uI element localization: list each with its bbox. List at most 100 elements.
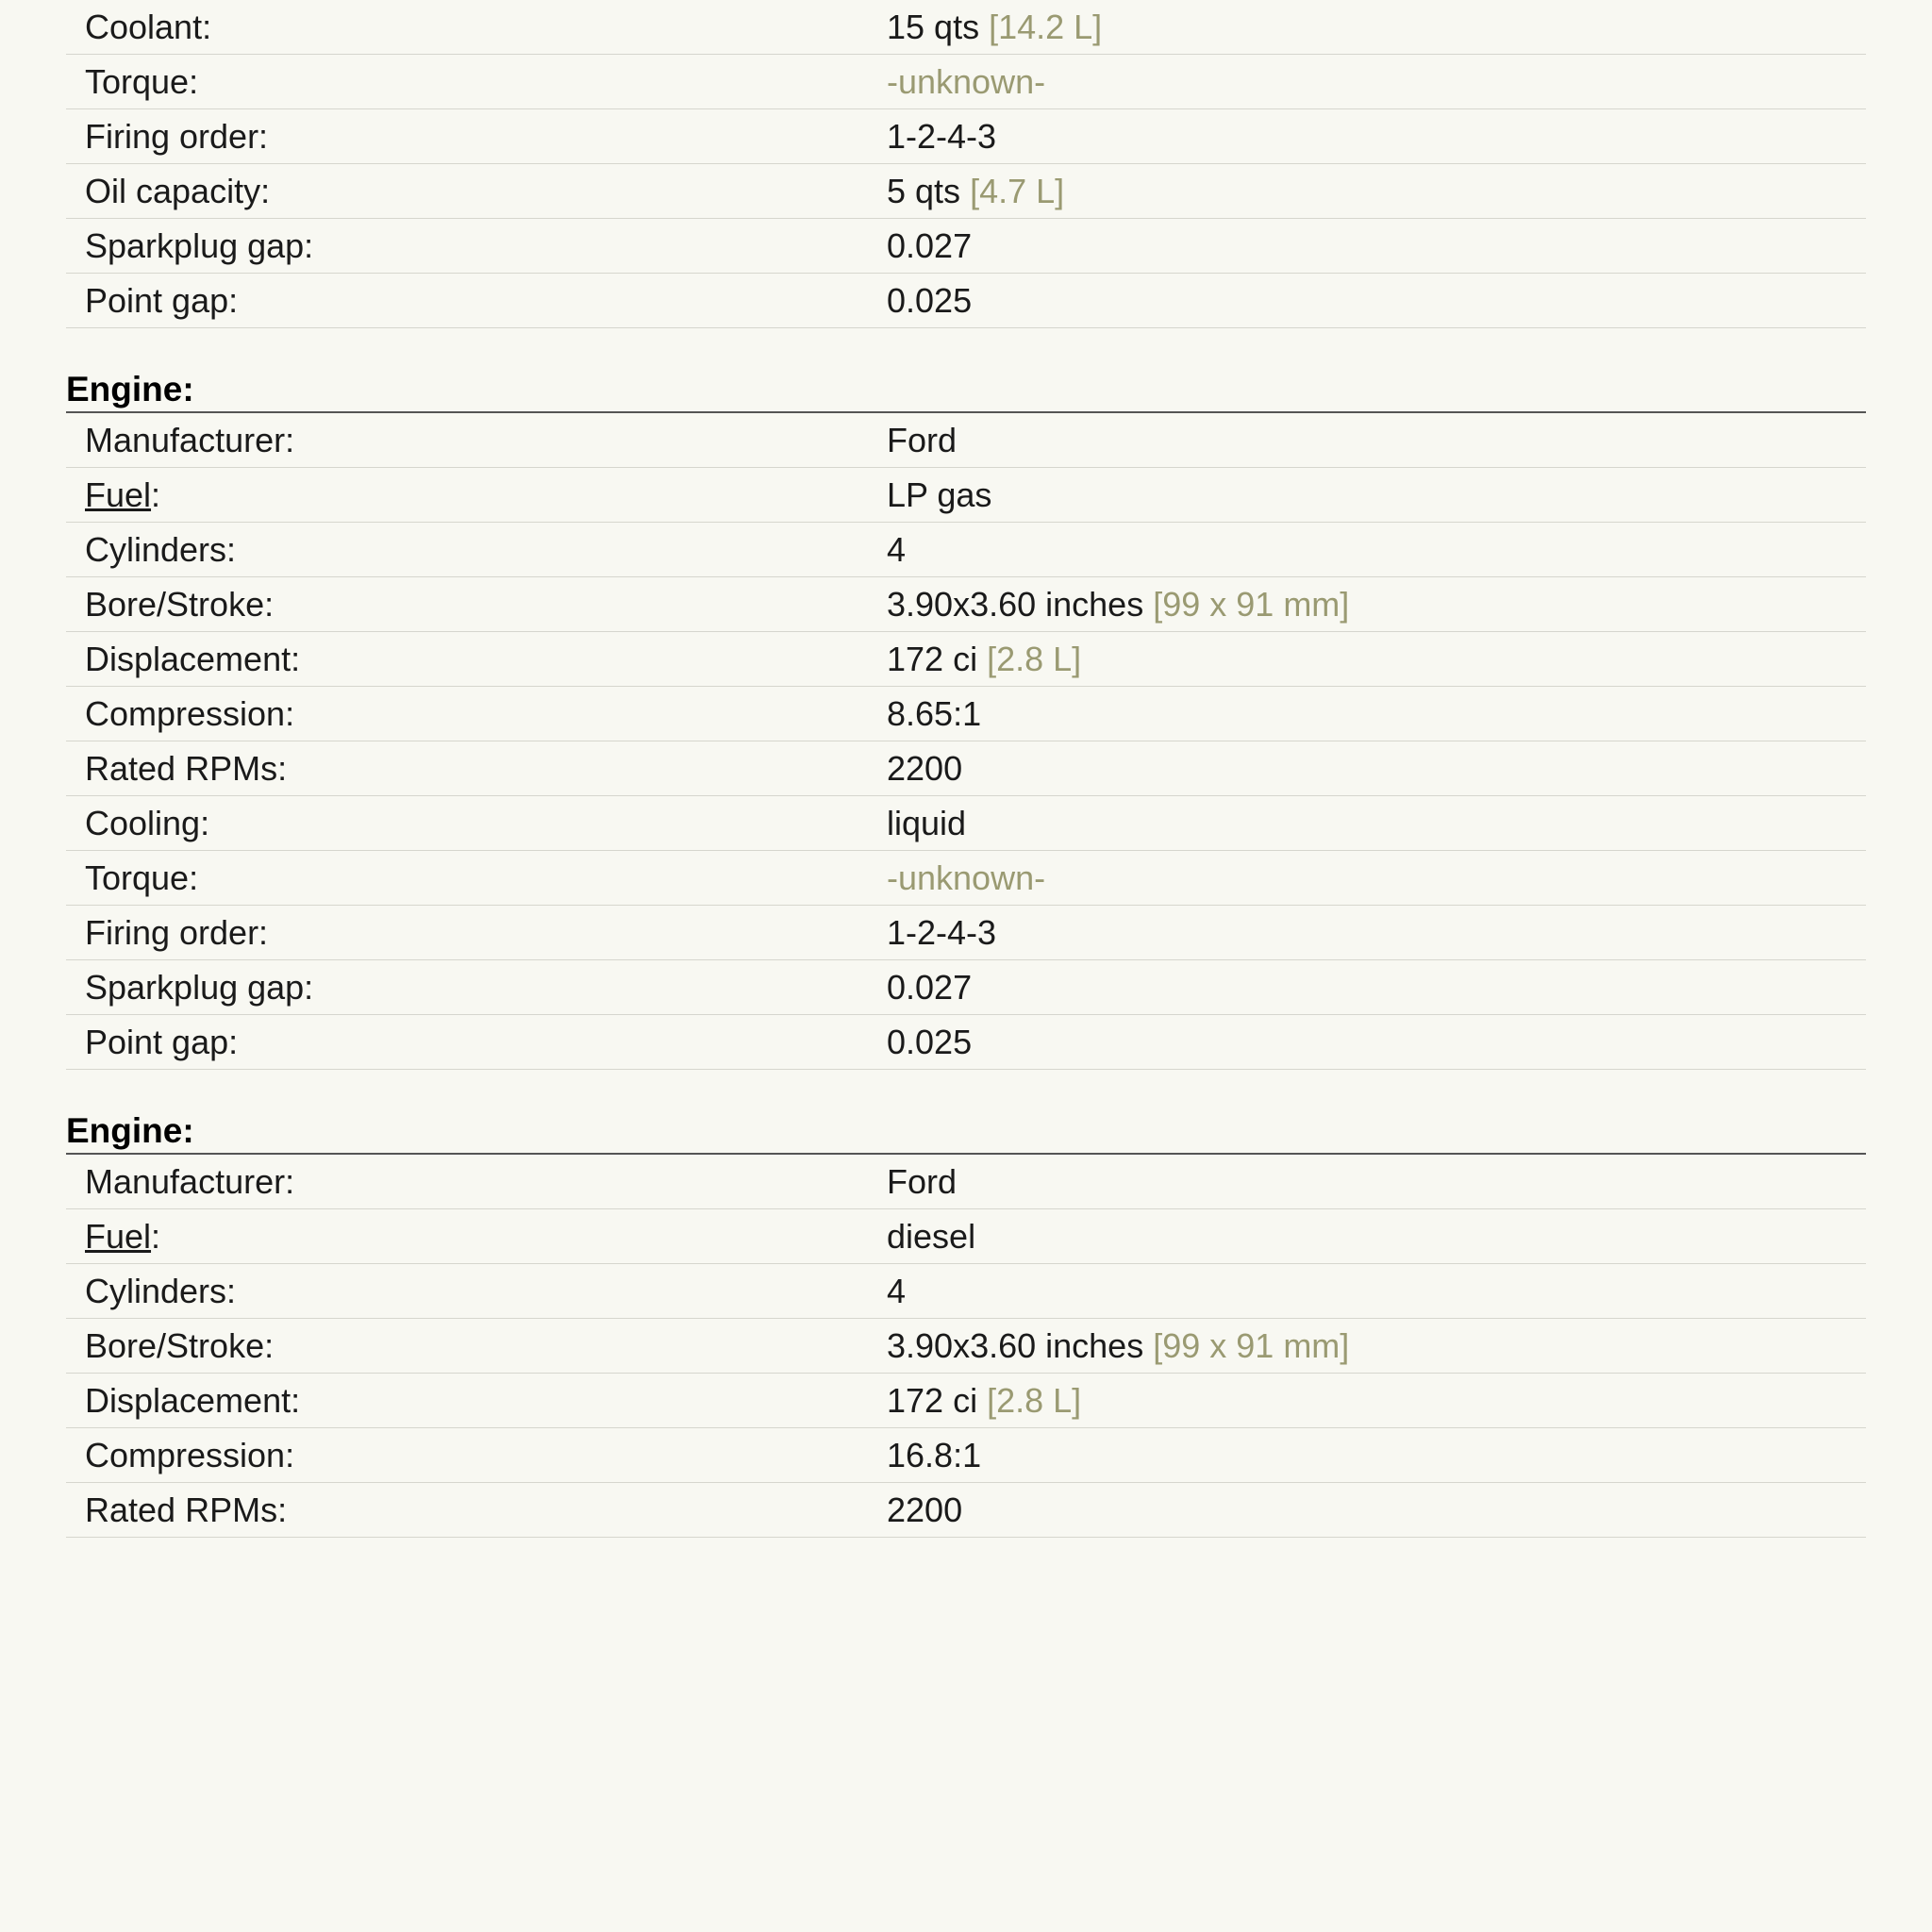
- spec-value-metric: [99 x 91 mm]: [1153, 585, 1349, 624]
- spec-value: 3.90x3.60 inches [99 x 91 mm]: [887, 1326, 1866, 1366]
- spec-label[interactable]: Fuel:: [66, 1217, 887, 1257]
- spec-label-link[interactable]: Fuel: [85, 475, 151, 514]
- spec-row: Fuel:LP gas: [66, 468, 1866, 523]
- spec-row: Bore/Stroke:3.90x3.60 inches [99 x 91 mm…: [66, 577, 1866, 632]
- spec-value-metric: [2.8 L]: [987, 1381, 1081, 1420]
- spec-value: 2200: [887, 749, 1866, 789]
- spec-row: Coolant:15 qts [14.2 L]: [66, 0, 1866, 55]
- spec-label: Cylinders:: [66, 1272, 887, 1311]
- spec-label: Firing order:: [66, 913, 887, 953]
- spec-row: Fuel:diesel: [66, 1209, 1866, 1264]
- spec-value-primary: 0.027: [887, 226, 972, 265]
- spec-value-metric: [99 x 91 mm]: [1153, 1326, 1349, 1365]
- section-header: Engine:: [66, 1070, 1866, 1155]
- spec-value-metric: [4.7 L]: [970, 172, 1064, 210]
- spec-row: Bore/Stroke:3.90x3.60 inches [99 x 91 mm…: [66, 1319, 1866, 1374]
- spec-label: Point gap:: [66, 281, 887, 321]
- spec-row: Manufacturer:Ford: [66, 413, 1866, 468]
- spec-label: Displacement:: [66, 640, 887, 679]
- spec-label: Sparkplug gap:: [66, 226, 887, 266]
- spec-value: 172 ci [2.8 L]: [887, 640, 1866, 679]
- spec-value-metric: [14.2 L]: [989, 8, 1102, 46]
- spec-row: Firing order:1-2-4-3: [66, 906, 1866, 960]
- spec-value: 172 ci [2.8 L]: [887, 1381, 1866, 1421]
- spec-label: Oil capacity:: [66, 172, 887, 211]
- spec-value: 1-2-4-3: [887, 913, 1866, 953]
- spec-value-primary: 15 qts: [887, 8, 979, 46]
- spec-value-primary: 1-2-4-3: [887, 117, 996, 156]
- spec-label: Compression:: [66, 694, 887, 734]
- spec-value-primary: 3.90x3.60 inches: [887, 1326, 1143, 1365]
- spec-row: Compression:8.65:1: [66, 687, 1866, 741]
- spec-value: 0.025: [887, 281, 1866, 321]
- spec-row: Cooling:liquid: [66, 796, 1866, 851]
- spec-row: Cylinders:4: [66, 523, 1866, 577]
- unknown-value: -unknown-: [887, 62, 1045, 101]
- spec-value-primary: 2200: [887, 749, 962, 788]
- spec-row: Displacement:172 ci [2.8 L]: [66, 632, 1866, 687]
- spec-label: Bore/Stroke:: [66, 1326, 887, 1366]
- spec-label: Compression:: [66, 1436, 887, 1475]
- spec-label: Sparkplug gap:: [66, 968, 887, 1008]
- spec-label: Firing order:: [66, 117, 887, 157]
- spec-label-link[interactable]: Fuel: [85, 1217, 151, 1256]
- spec-value-primary: 1-2-4-3: [887, 913, 996, 952]
- spec-value: 1-2-4-3: [887, 117, 1866, 157]
- section-header: Engine:: [66, 328, 1866, 413]
- spec-value-primary: 3.90x3.60 inches: [887, 585, 1143, 624]
- spec-value: -unknown-: [887, 62, 1866, 102]
- spec-row: Oil capacity:5 qts [4.7 L]: [66, 164, 1866, 219]
- spec-value: 0.027: [887, 968, 1866, 1008]
- spec-value-primary: diesel: [887, 1217, 975, 1256]
- spec-value: liquid: [887, 804, 1866, 843]
- spec-value-primary: 2200: [887, 1491, 962, 1529]
- spec-value: LP gas: [887, 475, 1866, 515]
- spec-value: -unknown-: [887, 858, 1866, 898]
- spec-value: 4: [887, 530, 1866, 570]
- spec-row: Sparkplug gap:0.027: [66, 219, 1866, 274]
- spec-label: Coolant:: [66, 8, 887, 47]
- spec-row: Sparkplug gap:0.027: [66, 960, 1866, 1015]
- spec-value: 0.027: [887, 226, 1866, 266]
- spec-value: 8.65:1: [887, 694, 1866, 734]
- spec-row: Firing order:1-2-4-3: [66, 109, 1866, 164]
- spec-row: Compression:16.8:1: [66, 1428, 1866, 1483]
- spec-value: 0.025: [887, 1023, 1866, 1062]
- spec-label: Cylinders:: [66, 530, 887, 570]
- spec-value: 5 qts [4.7 L]: [887, 172, 1866, 211]
- spec-label: Displacement:: [66, 1381, 887, 1421]
- spec-label: Rated RPMs:: [66, 749, 887, 789]
- spec-value: Ford: [887, 1162, 1866, 1202]
- spec-value: 2200: [887, 1491, 1866, 1530]
- spec-label[interactable]: Fuel:: [66, 475, 887, 515]
- spec-value-primary: 4: [887, 530, 906, 569]
- spec-row: Rated RPMs:2200: [66, 1483, 1866, 1538]
- spec-page: Coolant:15 qts [14.2 L]Torque:-unknown-F…: [0, 0, 1932, 1538]
- spec-value-primary: 0.027: [887, 968, 972, 1007]
- spec-value-primary: 172 ci: [887, 640, 977, 678]
- spec-row: Point gap:0.025: [66, 1015, 1866, 1070]
- spec-value-metric: [2.8 L]: [987, 640, 1081, 678]
- spec-label: Rated RPMs:: [66, 1491, 887, 1530]
- spec-row: Rated RPMs:2200: [66, 741, 1866, 796]
- spec-value-primary: 0.025: [887, 281, 972, 320]
- spec-value-primary: liquid: [887, 804, 966, 842]
- spec-row: Displacement:172 ci [2.8 L]: [66, 1374, 1866, 1428]
- spec-row: Cylinders:4: [66, 1264, 1866, 1319]
- spec-label: Torque:: [66, 858, 887, 898]
- unknown-value: -unknown-: [887, 858, 1045, 897]
- spec-value-primary: 172 ci: [887, 1381, 977, 1420]
- spec-value: 15 qts [14.2 L]: [887, 8, 1866, 47]
- spec-value: 16.8:1: [887, 1436, 1866, 1475]
- spec-value: 3.90x3.60 inches [99 x 91 mm]: [887, 585, 1866, 625]
- spec-value: diesel: [887, 1217, 1866, 1257]
- spec-row: Torque:-unknown-: [66, 55, 1866, 109]
- spec-row: Torque:-unknown-: [66, 851, 1866, 906]
- spec-label: Point gap:: [66, 1023, 887, 1062]
- spec-row: Point gap:0.025: [66, 274, 1866, 328]
- spec-value-primary: LP gas: [887, 475, 991, 514]
- spec-value-primary: 16.8:1: [887, 1436, 981, 1474]
- spec-label: Manufacturer:: [66, 421, 887, 460]
- spec-value-primary: 5 qts: [887, 172, 960, 210]
- spec-value: Ford: [887, 421, 1866, 460]
